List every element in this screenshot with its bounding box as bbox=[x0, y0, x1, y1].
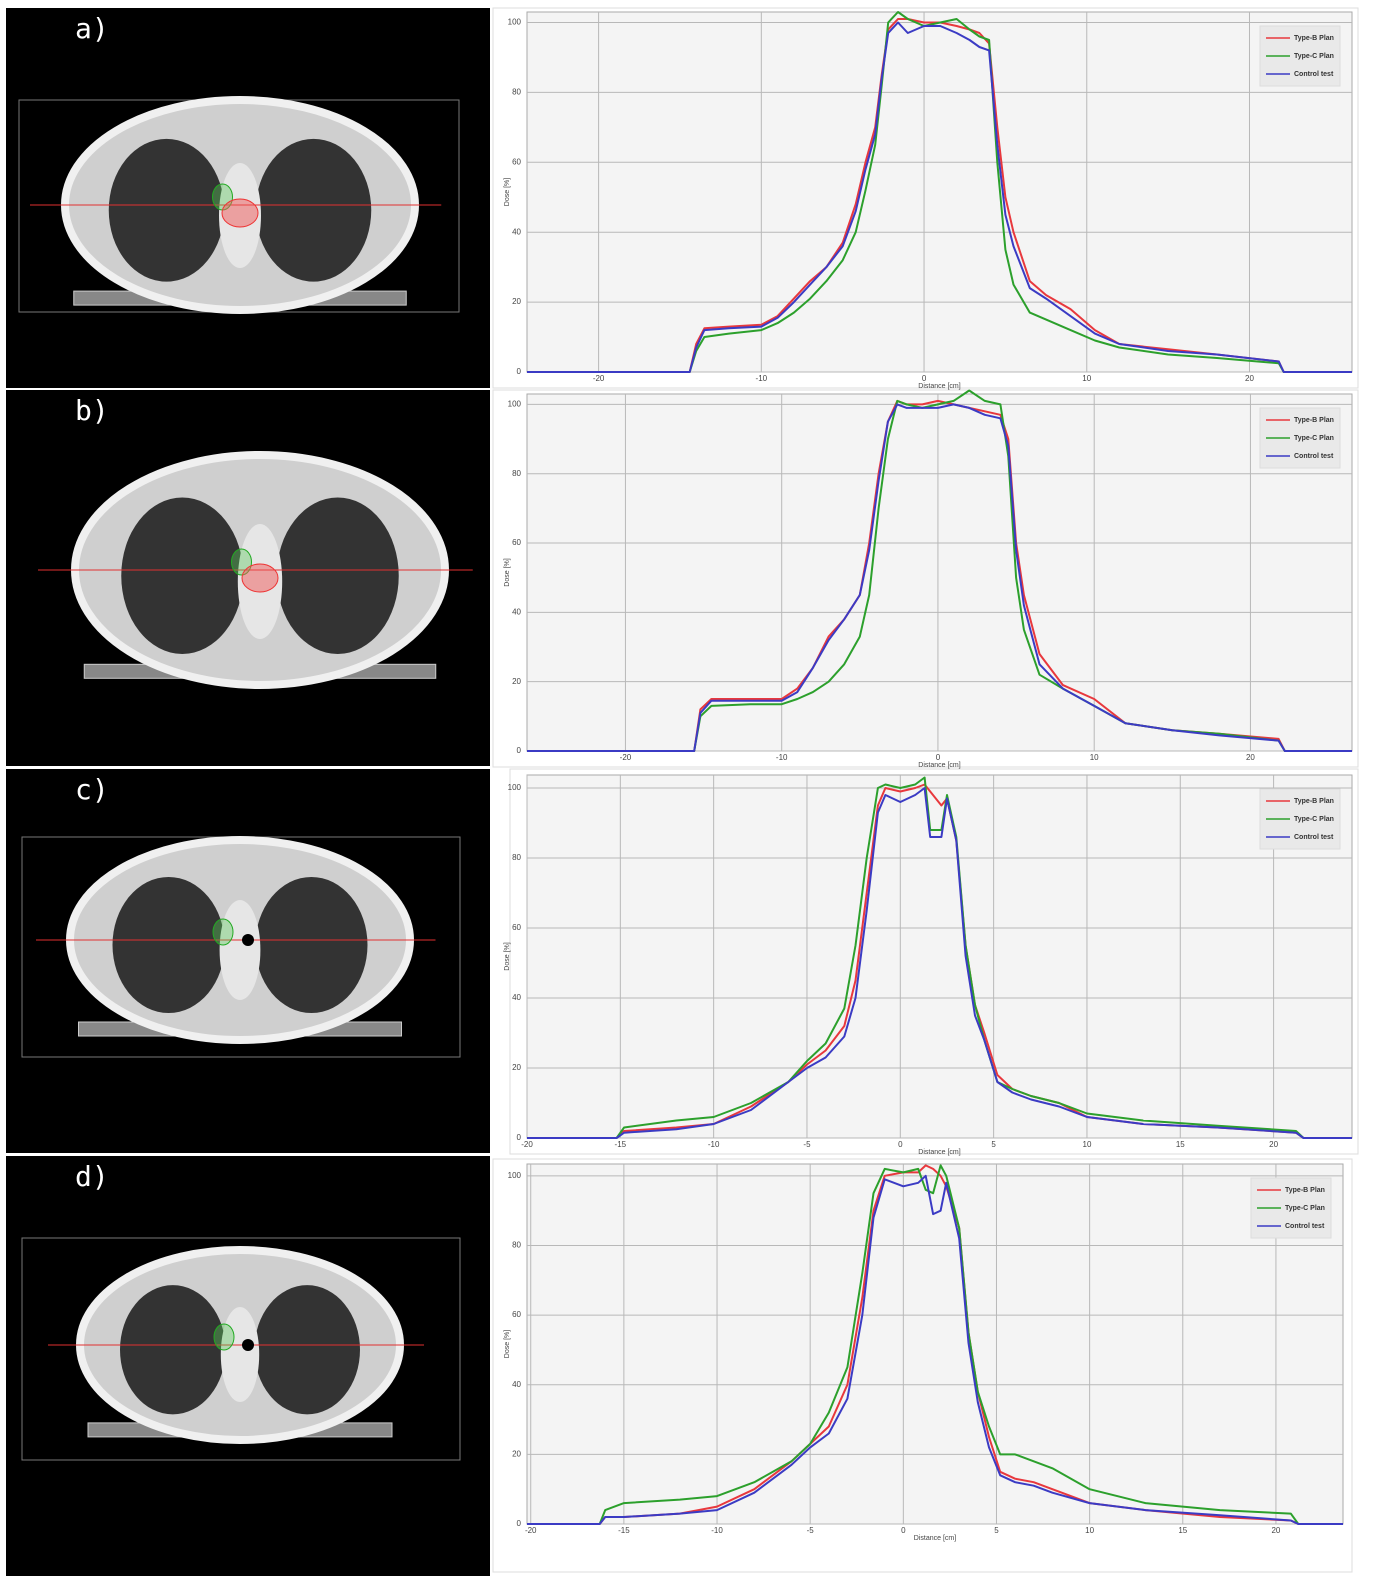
x-tick-label: 5 bbox=[991, 1140, 996, 1149]
plot-area bbox=[527, 1164, 1343, 1524]
legend-label: Type-C Plan bbox=[1294, 53, 1334, 60]
ct-target-ptv bbox=[242, 564, 278, 592]
x-tick-label: 10 bbox=[1082, 374, 1091, 383]
legend-label: Type-C Plan bbox=[1294, 816, 1334, 823]
y-tick-label: 0 bbox=[517, 746, 522, 755]
x-tick-label: 15 bbox=[1176, 1140, 1185, 1149]
y-tick-label: 60 bbox=[512, 157, 521, 166]
x-tick-label: 20 bbox=[1246, 753, 1255, 762]
y-tick-label: 40 bbox=[512, 607, 521, 616]
x-tick-label: 0 bbox=[901, 1526, 906, 1535]
y-tick-label: 40 bbox=[512, 1380, 521, 1389]
x-tick-label: 0 bbox=[922, 374, 927, 383]
y-axis-title: Dose [%] bbox=[504, 1330, 511, 1358]
y-tick-label: 0 bbox=[517, 1133, 522, 1142]
y-tick-label: 0 bbox=[517, 367, 522, 376]
legend-label: Type-B Plan bbox=[1294, 35, 1334, 42]
ct-target-gtv bbox=[213, 919, 233, 945]
x-tick-label: 20 bbox=[1245, 374, 1254, 383]
legend-label: Type-B Plan bbox=[1294, 417, 1334, 424]
x-axis-title: Distance [cm] bbox=[914, 1535, 956, 1542]
y-axis-title: Dose [%] bbox=[504, 558, 511, 586]
y-tick-label: 40 bbox=[512, 227, 521, 236]
y-tick-label: 60 bbox=[512, 923, 521, 932]
x-tick-label: -10 bbox=[776, 753, 788, 762]
x-tick-label: -10 bbox=[756, 374, 768, 383]
x-tick-label: 20 bbox=[1271, 1526, 1280, 1535]
ct-mediastinum bbox=[221, 1307, 259, 1402]
x-axis-title: Distance [cm] bbox=[918, 383, 960, 390]
figure: a)-20-1001020020406080100Distance [cm]Do… bbox=[0, 0, 1375, 1581]
legend-label: Control test bbox=[1285, 1223, 1325, 1230]
ct-lung-left bbox=[121, 498, 243, 654]
ct-lung-right bbox=[255, 877, 367, 1013]
x-tick-label: 15 bbox=[1178, 1526, 1187, 1535]
x-tick-label: 10 bbox=[1083, 1140, 1092, 1149]
ct-target-gtv bbox=[214, 1324, 234, 1350]
y-tick-label: 60 bbox=[512, 538, 521, 547]
y-tick-label: 100 bbox=[508, 400, 522, 409]
x-tick-label: 10 bbox=[1085, 1526, 1094, 1535]
ct-lung-left bbox=[120, 1285, 226, 1414]
x-tick-label: -20 bbox=[521, 1140, 533, 1149]
panel-label: a) bbox=[75, 12, 109, 45]
y-tick-label: 80 bbox=[512, 469, 521, 478]
y-tick-label: 40 bbox=[512, 993, 521, 1002]
x-tick-label: 10 bbox=[1090, 753, 1099, 762]
y-tick-label: 20 bbox=[512, 1449, 521, 1458]
x-tick-label: -5 bbox=[803, 1140, 811, 1149]
y-tick-label: 100 bbox=[508, 18, 522, 27]
x-tick-label: 20 bbox=[1269, 1140, 1278, 1149]
x-axis-title: Distance [cm] bbox=[918, 762, 960, 769]
ct-airway bbox=[242, 934, 254, 946]
legend-label: Control test bbox=[1294, 71, 1334, 78]
y-axis-title: Dose [%] bbox=[504, 178, 511, 206]
legend-label: Type-B Plan bbox=[1285, 1187, 1325, 1194]
x-tick-label: -15 bbox=[615, 1140, 627, 1149]
legend-label: Type-C Plan bbox=[1285, 1205, 1325, 1212]
y-tick-label: 20 bbox=[512, 297, 521, 306]
ct-target-ptv bbox=[222, 199, 258, 227]
x-tick-label: 0 bbox=[898, 1140, 903, 1149]
ct-lung-right bbox=[277, 498, 399, 654]
ct-lung-right bbox=[256, 139, 372, 282]
plot-area bbox=[527, 394, 1352, 751]
y-tick-label: 100 bbox=[508, 1171, 522, 1180]
y-axis-title: Dose [%] bbox=[504, 942, 511, 970]
x-tick-label: -20 bbox=[620, 753, 632, 762]
legend-label: Control test bbox=[1294, 834, 1334, 841]
x-tick-label: -10 bbox=[711, 1526, 723, 1535]
x-tick-label: -20 bbox=[525, 1526, 537, 1535]
ct-lung-left bbox=[109, 139, 225, 282]
y-tick-label: 20 bbox=[512, 677, 521, 686]
y-tick-label: 60 bbox=[512, 1310, 521, 1319]
x-tick-label: 5 bbox=[994, 1526, 999, 1535]
x-tick-label: -15 bbox=[618, 1526, 630, 1535]
y-tick-label: 0 bbox=[517, 1519, 522, 1528]
legend-label: Type-B Plan bbox=[1294, 798, 1334, 805]
y-tick-label: 100 bbox=[508, 783, 522, 792]
ct-mediastinum bbox=[220, 900, 261, 1000]
plot-area bbox=[527, 12, 1352, 372]
legend-label: Type-C Plan bbox=[1294, 435, 1334, 442]
x-tick-label: -20 bbox=[593, 374, 605, 383]
y-tick-label: 20 bbox=[512, 1063, 521, 1072]
panel-label: c) bbox=[75, 773, 109, 806]
y-tick-label: 80 bbox=[512, 1241, 521, 1250]
panel-label: d) bbox=[75, 1160, 109, 1193]
y-tick-label: 80 bbox=[512, 87, 521, 96]
ct-lung-left bbox=[113, 877, 225, 1013]
y-tick-label: 80 bbox=[512, 853, 521, 862]
x-tick-label: -5 bbox=[807, 1526, 815, 1535]
panel-label: b) bbox=[75, 394, 109, 427]
x-tick-label: 0 bbox=[936, 753, 941, 762]
x-axis-title: Distance [cm] bbox=[918, 1149, 960, 1156]
legend-label: Control test bbox=[1294, 453, 1334, 460]
x-tick-label: -10 bbox=[708, 1140, 720, 1149]
ct-airway bbox=[242, 1339, 254, 1351]
ct-lung-right bbox=[254, 1285, 360, 1414]
